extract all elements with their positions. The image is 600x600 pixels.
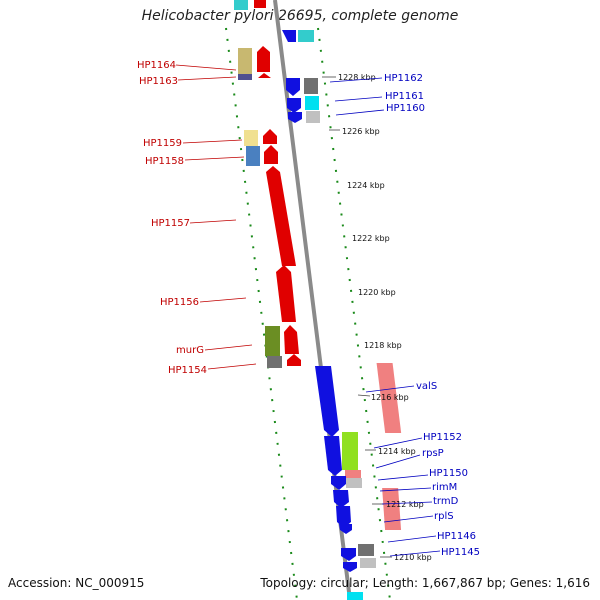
label-leader: [175, 64, 237, 71]
gene-arrow: [324, 436, 342, 476]
gene-arrow: [282, 30, 296, 42]
tick-label: 1222 kbp: [352, 234, 390, 243]
gene-arrow: [258, 73, 271, 78]
label-leader: [335, 109, 385, 116]
tick-label: 1216 kbp: [371, 393, 409, 402]
gene-arrow: [257, 46, 270, 72]
label-leader: [381, 501, 433, 505]
gene-label-hp1162: HP1162: [384, 73, 423, 84]
gene-block: [234, 0, 248, 10]
label-leader: [204, 344, 253, 351]
gene-label-hp1163: HP1163: [139, 76, 178, 87]
label-leader: [373, 437, 423, 449]
tick-label: 1214 kbp: [378, 447, 416, 456]
gene-arrow: [336, 506, 351, 528]
label-leader: [365, 385, 415, 393]
label-leader: [182, 139, 243, 144]
gene-label-hp1145: HP1145: [441, 547, 480, 558]
gene-arrow: [343, 562, 357, 572]
gene-arrow: [339, 524, 352, 534]
gene-block: [360, 558, 376, 568]
gene-label-murg: murG: [176, 345, 204, 356]
gene-label-rpsp: rpsP: [422, 448, 444, 459]
accession-text: Accession: NC_000915: [8, 576, 145, 590]
gene-block: [305, 96, 319, 110]
gene-arrow: [286, 78, 300, 96]
gene-arrow: [263, 129, 277, 144]
gene-block: [382, 488, 402, 530]
gene-label-rpls: rplS: [434, 511, 454, 522]
gene-arrow: [284, 325, 299, 354]
tick-label: 1218 kbp: [364, 341, 402, 350]
gene-block: [346, 478, 362, 488]
gene-block: [342, 432, 358, 470]
gene-arrow: [331, 476, 346, 490]
tick-label: 1224 kbp: [347, 181, 385, 190]
gene-block: [265, 326, 280, 356]
gene-arrow-hp1156: [276, 265, 296, 322]
tick-label: 1226 kbp: [342, 127, 380, 136]
label-leader: [375, 454, 421, 469]
gene-arrow-hp1157: [266, 166, 296, 266]
tick-label: 1212 kbp: [386, 500, 424, 509]
gene-block: [304, 78, 318, 94]
label-leader: [379, 487, 432, 492]
label-leader: [334, 96, 383, 102]
gene-block: [347, 592, 363, 600]
label-leader: [207, 363, 257, 370]
gene-block: [358, 544, 374, 556]
gene-arrow: [341, 548, 356, 561]
gene-arrow: [287, 354, 301, 366]
gene-label-hp1154: HP1154: [168, 365, 207, 376]
label-leader: [199, 297, 247, 303]
gene-label-vals: valS: [416, 381, 437, 392]
label-leader: [383, 515, 434, 523]
label-leader: [387, 535, 437, 543]
label-leader: [377, 474, 429, 481]
tick-label: 1210 kbp: [394, 553, 432, 562]
gene-block: [345, 470, 361, 478]
gene-block: [267, 356, 282, 368]
gene-label-hp1152: HP1152: [423, 432, 462, 443]
gene-block: [376, 363, 402, 433]
gene-label-hp1160: HP1160: [386, 103, 425, 114]
tick-line: [357, 394, 371, 397]
gene-arrow-vals: [315, 366, 339, 437]
tick-label: 1228 kbp: [338, 73, 376, 82]
gene-block: [298, 30, 314, 42]
tick-label: 1220 kbp: [358, 288, 396, 297]
map-title: Helicobacter pylori 26695, complete geno…: [141, 8, 459, 24]
label-leader: [177, 76, 237, 81]
gene-label-hp1157: HP1157: [151, 218, 190, 229]
gene-label-hp1150: HP1150: [429, 468, 468, 479]
topology-text: Topology: circular; Length: 1,667,867 bp…: [260, 576, 590, 590]
gene-label-hp1161: HP1161: [385, 91, 424, 102]
gene-block: [238, 48, 252, 74]
gene-arrow: [287, 98, 301, 113]
gene-block: [254, 0, 266, 8]
label-leader: [184, 156, 245, 161]
gene-block: [306, 111, 320, 123]
gene-arrow: [333, 490, 349, 508]
gene-label-trmd: trmD: [433, 496, 459, 507]
gene-label-hp1156: HP1156: [160, 297, 199, 308]
gene-arrow: [264, 145, 278, 164]
gene-label-hp1159: HP1159: [143, 138, 182, 149]
gene-label-hp1158: HP1158: [145, 156, 184, 167]
gene-label-rimm: rimM: [432, 482, 457, 493]
gene-block: [238, 74, 252, 80]
right-dotted-track: [317, 27, 391, 600]
gene-label-hp1164: HP1164: [137, 60, 176, 71]
label-leader: [189, 219, 237, 224]
label-leader: [389, 550, 441, 557]
gene-block: [244, 130, 258, 146]
gene-block: [246, 146, 260, 166]
label-leader: [329, 77, 383, 83]
gene-label-hp1146: HP1146: [437, 531, 476, 542]
gene-arrow: [288, 112, 302, 123]
